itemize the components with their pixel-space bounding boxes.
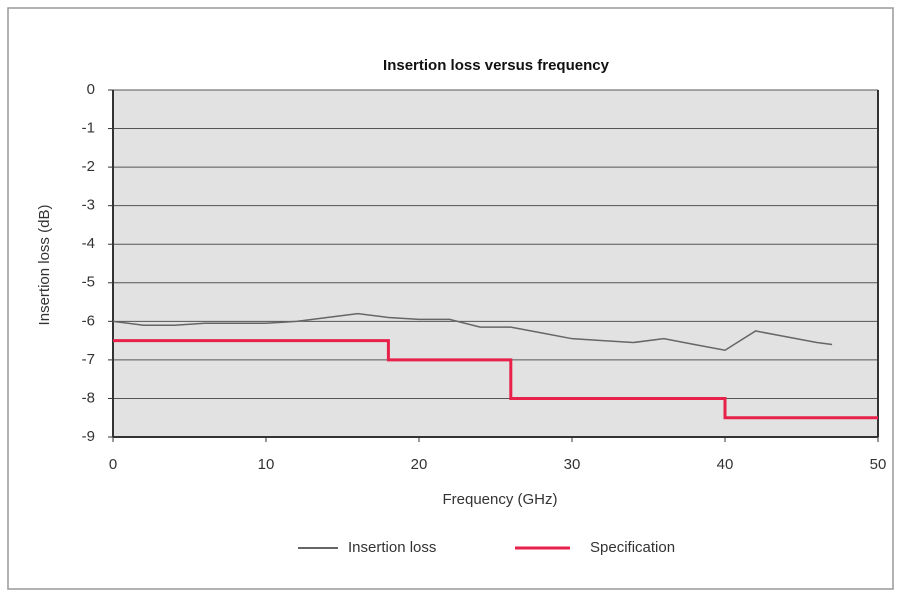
x-tick-label: 20 [411, 456, 428, 473]
y-tick-label: -9 [82, 428, 95, 445]
y-tick-label: -3 [82, 197, 95, 214]
legend-label: Specification [590, 539, 675, 556]
plot-area [113, 90, 878, 437]
y-tick-label: -6 [82, 312, 95, 329]
y-tick-label: -2 [82, 158, 95, 175]
y-tick-label: -1 [82, 120, 95, 137]
y-tick-label: 0 [87, 81, 95, 98]
x-axis-label: Frequency (GHz) [442, 491, 557, 508]
chart-title: Insertion loss versus frequency [383, 57, 610, 74]
y-tick-label: -7 [82, 351, 95, 368]
x-tick-label: 0 [109, 456, 117, 473]
y-tick-label: -5 [82, 274, 95, 291]
series-line [113, 339, 878, 420]
y-tick-label: -4 [82, 235, 95, 252]
x-tick-label: 30 [564, 456, 581, 473]
legend-label: Insertion loss [348, 539, 436, 556]
x-tick-label: 50 [870, 456, 887, 473]
series-line [112, 312, 833, 352]
x-tick-label: 40 [717, 456, 734, 473]
x-tick-label: 10 [258, 456, 275, 473]
y-tick-label: -8 [82, 389, 95, 406]
y-axis-label: Insertion loss (dB) [36, 205, 53, 326]
